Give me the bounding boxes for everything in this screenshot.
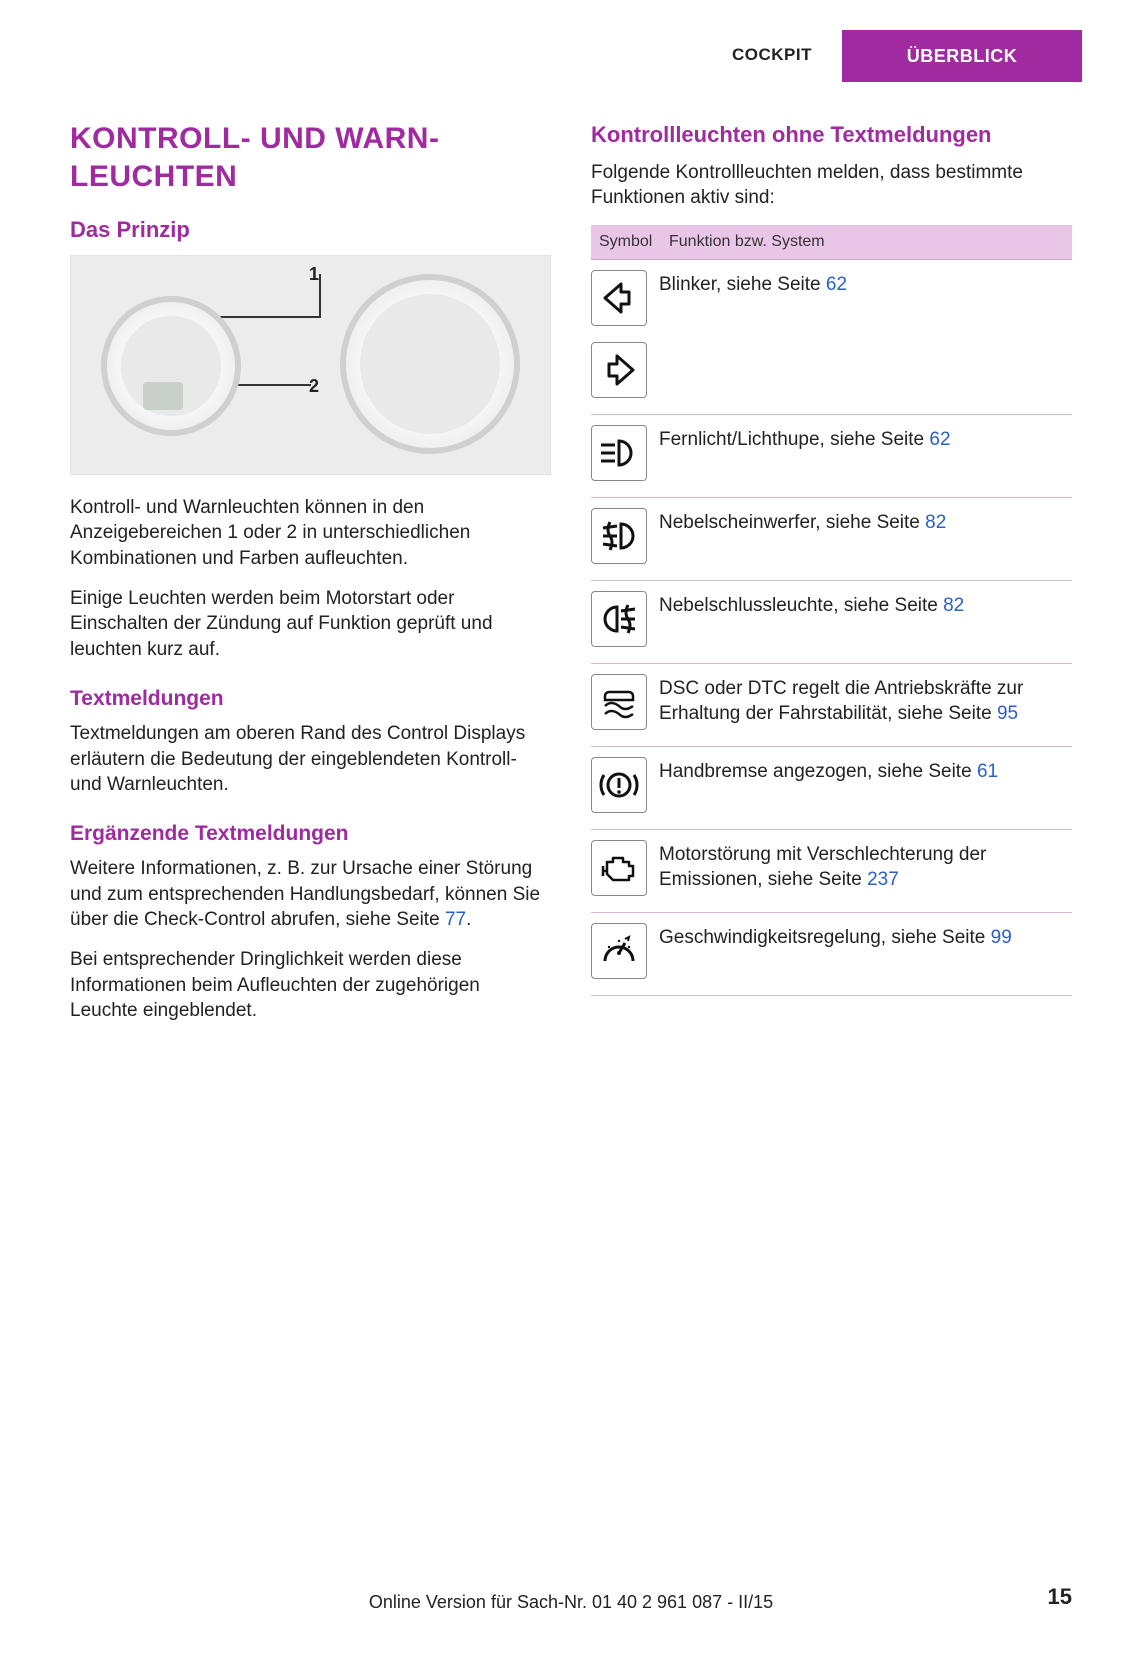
row-text: Nebelschlussleuchte, siehe Seite 82 — [659, 591, 1072, 619]
callout-1: 1 — [309, 262, 319, 286]
row-text: Geschwindigkeitsregelung, siehe Seite 99 — [659, 923, 1072, 951]
page-ref[interactable]: 62 — [826, 274, 847, 295]
callout-2: 2 — [309, 374, 319, 398]
heading-prinzip: Das Prinzip — [70, 215, 551, 245]
page-ref[interactable]: 82 — [943, 595, 964, 616]
table-row: Handbremse angezogen, siehe Seite 61 — [591, 747, 1072, 830]
row-text: Fernlicht/Lichthupe, siehe Seite 62 — [659, 425, 1072, 453]
turn-right-icon — [591, 342, 647, 398]
callout-line-1v — [319, 274, 321, 318]
row-text-a: Blinker, siehe Seite — [659, 274, 826, 295]
row-text: Blinker, siehe Seite 62 — [659, 270, 1072, 298]
page-number: 15 — [1048, 1582, 1072, 1612]
row-text-a: Nebelscheinwerfer, siehe Seite — [659, 512, 925, 533]
table-row: Geschwindigkeitsregelung, siehe Seite 99 — [591, 913, 1072, 996]
para-erg-2: Bei entsprechender Dringlichkeit werden … — [70, 947, 551, 1024]
heading-ohne-text: Kontrollleuchten ohne Textmeldungen — [591, 120, 1072, 150]
gauge-small — [101, 296, 241, 436]
para-intro: Folgende Kontrollleuchten melden, dass b… — [591, 160, 1072, 211]
row-text: DSC oder DTC regelt die Antriebskräfte z… — [659, 674, 1072, 727]
para-text-1: Textmeldungen am oberen Rand des Control… — [70, 721, 551, 798]
fog-rear-icon — [591, 591, 647, 647]
heading-textmeldungen: Textmeldungen — [70, 685, 551, 713]
row-text-a: Geschwindigkeitsregelung, siehe Seite — [659, 927, 991, 948]
page-ref-77[interactable]: 77 — [445, 909, 466, 930]
dsc-icon — [591, 674, 647, 730]
fog-front-icon — [591, 508, 647, 564]
para-erg-1b: . — [466, 909, 471, 930]
row-text-a: Handbremse angezogen, siehe Seite — [659, 761, 977, 782]
header-tabs: COCKPIT ÜBERBLICK — [622, 30, 1082, 82]
turn-left-icon — [591, 270, 647, 326]
left-column: KONTROLL- UND WARN­LEUCHTEN Das Prinzip … — [70, 120, 551, 1554]
row-text: Handbremse angezogen, siehe Seite 61 — [659, 757, 1072, 785]
page-ref[interactable]: 95 — [997, 703, 1018, 724]
para-prinzip-2: Einige Leuchten werden beim Motorstart o… — [70, 586, 551, 663]
page-ref[interactable]: 82 — [925, 512, 946, 533]
page-ref[interactable]: 99 — [991, 927, 1012, 948]
row-text: Nebelscheinwerfer, siehe Seite 82 — [659, 508, 1072, 536]
row-text-a: Motorstörung mit Verschlechterung der Em… — [659, 844, 986, 891]
table-row — [591, 332, 1072, 415]
page-content: KONTROLL- UND WARN­LEUCHTEN Das Prinzip … — [70, 120, 1072, 1554]
table-row: Nebelschlussleuchte, siehe Seite 82 — [591, 581, 1072, 664]
tab-cockpit: COCKPIT — [622, 30, 842, 82]
high-beam-icon — [591, 425, 647, 481]
page-ref[interactable]: 237 — [867, 869, 899, 890]
th-symbol: Symbol — [599, 231, 669, 253]
row-text-a: DSC oder DTC regelt die Antriebskräfte z… — [659, 678, 1023, 725]
main-title: KONTROLL- UND WARN­LEUCHTEN — [70, 120, 551, 195]
right-column: Kontrollleuchten ohne Textmeldungen Folg… — [591, 120, 1072, 1554]
row-text: Motorstörung mit Verschlechterung der Em… — [659, 840, 1072, 893]
page-ref[interactable]: 62 — [929, 429, 950, 450]
table-row: Blinker, siehe Seite 62 — [591, 260, 1072, 332]
para-erg-1: Weitere Informationen, z. B. zur Ursache… — [70, 856, 551, 933]
para-prinzip-1: Kontroll- und Warnleuchten können in den… — [70, 495, 551, 572]
page-ref[interactable]: 61 — [977, 761, 998, 782]
row-text-a: Nebelschlussleuchte, siehe Seite — [659, 595, 943, 616]
row-text — [659, 342, 1072, 344]
footer-line: Online Version für Sach-Nr. 01 40 2 961 … — [0, 1590, 1142, 1614]
gauge-big — [340, 274, 520, 454]
table-row: Nebelscheinwerfer, siehe Seite 82 — [591, 498, 1072, 581]
table-row: Fernlicht/Lichthupe, siehe Seite 62 — [591, 415, 1072, 498]
table-header: Symbol Funktion bzw. System — [591, 225, 1072, 260]
row-text-a: Fernlicht/Lichthupe, siehe Seite — [659, 429, 929, 450]
table-row: DSC oder DTC regelt die Antriebskräfte z… — [591, 664, 1072, 747]
table-row: Motorstörung mit Verschlechterung der Em… — [591, 830, 1072, 913]
heading-ergaenzend: Ergänzende Textmeldungen — [70, 820, 551, 848]
handbrake-icon — [591, 757, 647, 813]
gauge-diagram: 1 2 — [70, 255, 551, 475]
tab-ueberblick: ÜBERBLICK — [842, 30, 1082, 82]
engine-icon — [591, 840, 647, 896]
cruise-icon — [591, 923, 647, 979]
th-function: Funktion bzw. System — [669, 231, 825, 253]
